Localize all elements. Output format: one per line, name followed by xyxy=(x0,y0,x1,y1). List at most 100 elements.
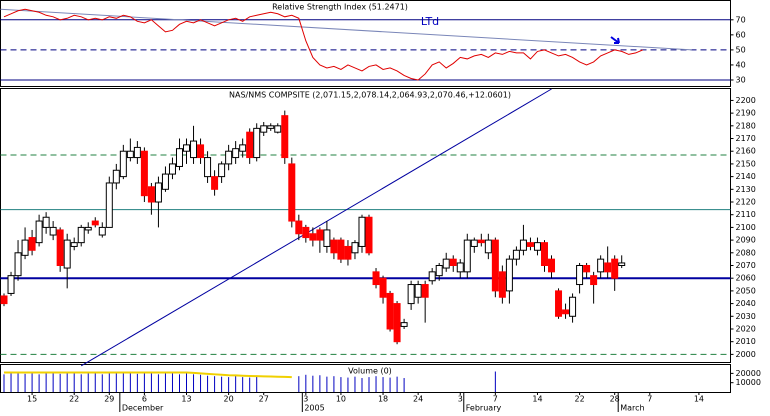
candle-body xyxy=(239,144,247,152)
trend-line xyxy=(80,88,552,367)
candle-body xyxy=(435,264,443,277)
candle-body xyxy=(168,163,176,175)
y-tick-label: 2000 xyxy=(736,350,756,359)
month-label: March xyxy=(620,404,644,413)
candle-body xyxy=(190,140,198,159)
candle-body xyxy=(386,292,394,330)
y-tick-label: 2070 xyxy=(736,261,756,270)
candle-body xyxy=(505,258,513,292)
candle-body xyxy=(42,216,50,228)
candle-body xyxy=(253,127,261,159)
x-tick-label: 20 xyxy=(224,395,234,404)
y-tick-label: 50 xyxy=(736,45,746,54)
candle-body xyxy=(358,216,366,247)
y-tick-label: 2010 xyxy=(736,337,756,346)
candle-body xyxy=(246,131,254,159)
candle-body xyxy=(569,296,577,317)
rsi-frame xyxy=(0,0,731,87)
y-tick-label: 2150 xyxy=(736,159,756,168)
x-tick-label: 3 xyxy=(303,395,308,404)
candle-body xyxy=(84,226,92,231)
rsi-title: Relative Strength Index (51.2471) xyxy=(272,3,408,12)
candle-body xyxy=(316,229,324,241)
candle-body xyxy=(7,275,15,294)
candle-body xyxy=(456,262,464,273)
candle-body xyxy=(91,220,99,226)
candle-body xyxy=(463,239,471,273)
candle-body xyxy=(63,239,71,269)
candle-body xyxy=(77,226,85,244)
y-tick-label: 2160 xyxy=(736,147,756,156)
candle-body xyxy=(98,226,106,236)
candle-body xyxy=(154,182,162,203)
candle-body xyxy=(365,216,373,254)
x-tick-label: 15 xyxy=(27,395,37,404)
candle-body xyxy=(576,264,584,286)
candle-body xyxy=(379,277,387,298)
candle-body xyxy=(281,115,289,159)
candle-body xyxy=(414,284,422,298)
x-tick-label: 10 xyxy=(336,395,346,404)
candle-body xyxy=(604,262,612,273)
arrow xyxy=(610,36,620,44)
candle-body xyxy=(133,146,141,159)
y-tick-label: 2090 xyxy=(736,236,756,245)
candle-body xyxy=(498,271,506,298)
y-tick-label: 2080 xyxy=(736,248,756,257)
y-tick-label: 40 xyxy=(736,60,746,69)
rsi-line xyxy=(3,8,643,81)
y-tick-label: 2060 xyxy=(736,274,756,283)
x-tick-label: 27 xyxy=(259,395,269,404)
candle-body xyxy=(49,226,57,236)
candle-body xyxy=(597,258,605,273)
candle-body xyxy=(337,239,345,260)
annotation: LTd xyxy=(421,15,439,28)
candle-body xyxy=(232,148,240,159)
candle-body xyxy=(512,249,520,260)
candle-body xyxy=(562,309,570,315)
candle-body xyxy=(548,258,556,273)
candle-body xyxy=(70,242,78,247)
candle-body xyxy=(161,173,169,190)
candle-body xyxy=(112,169,120,184)
x-tick-label: 22 xyxy=(574,395,584,404)
y-tick-label: 2110 xyxy=(736,210,756,219)
candle-body xyxy=(183,144,191,152)
x-tick-label: 22 xyxy=(69,395,79,404)
y-tick-label: 70 xyxy=(736,15,746,24)
y-tick-label: 2020 xyxy=(736,324,756,333)
candle-body xyxy=(484,239,492,254)
candle-body xyxy=(56,229,64,266)
month-label: 2005 xyxy=(304,404,324,413)
y-tick-label: 20000 xyxy=(736,369,761,378)
month-label: December xyxy=(122,404,164,413)
candle-body xyxy=(14,252,22,277)
candle-body xyxy=(407,284,415,305)
candle-body xyxy=(428,271,436,282)
x-tick-label: 24 xyxy=(413,395,423,404)
x-tick-label: 14 xyxy=(532,395,542,404)
candle-body xyxy=(309,233,317,241)
candle-body xyxy=(225,150,233,165)
candle-body xyxy=(105,182,113,228)
y-tick-label: 2140 xyxy=(736,172,756,181)
candle-body xyxy=(470,239,478,247)
candle-body xyxy=(218,163,226,178)
candle-body xyxy=(540,242,548,266)
price-frame xyxy=(0,88,731,363)
x-tick-label: 28 xyxy=(610,395,620,404)
candle-body xyxy=(295,220,303,235)
candle-body xyxy=(372,271,380,286)
price-title: NAS/NMS COMPSITE (2,071.15,2,078.14,2,06… xyxy=(229,91,511,100)
candle-body xyxy=(267,125,275,129)
x-tick-label: 29 xyxy=(104,395,114,404)
volume-frame xyxy=(0,364,731,393)
y-tick-label: 2050 xyxy=(736,286,756,295)
y-tick-label: 2180 xyxy=(736,121,756,130)
candle-body xyxy=(0,295,8,305)
x-tick-label: 6 xyxy=(142,395,147,404)
y-tick-label: 2130 xyxy=(736,185,756,194)
x-tick-label: 3 xyxy=(458,395,463,404)
candle-body xyxy=(21,239,29,256)
x-tick-label: 7 xyxy=(493,395,498,404)
